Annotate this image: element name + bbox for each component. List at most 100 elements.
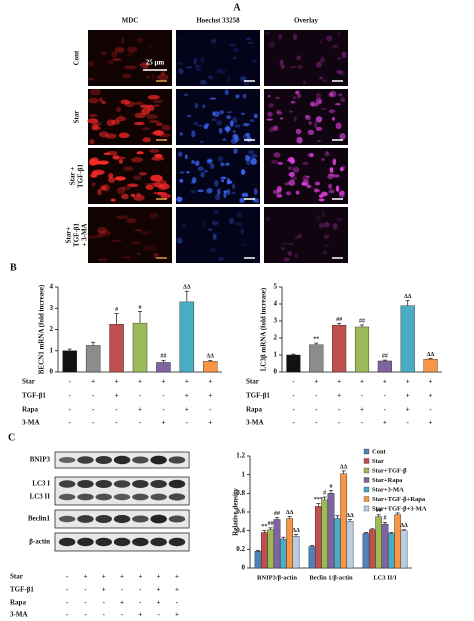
row-label: Cont xyxy=(73,50,81,65)
cell xyxy=(190,180,196,184)
legend-swatch xyxy=(363,486,370,493)
cell xyxy=(306,184,312,189)
cell xyxy=(191,160,195,164)
treatment-label: Rapa xyxy=(10,599,26,607)
treatment-sign: - xyxy=(69,378,72,386)
treatment-sign: - xyxy=(66,586,69,594)
annotation: ## xyxy=(160,354,166,360)
cell xyxy=(272,189,279,195)
blot-band xyxy=(150,455,167,465)
cell xyxy=(120,99,130,105)
annotation: ## xyxy=(359,318,365,324)
cell xyxy=(97,227,108,234)
cell xyxy=(122,73,132,79)
cell xyxy=(112,154,120,160)
annotation: ΔΔ xyxy=(400,523,408,529)
cell xyxy=(216,67,221,74)
bar xyxy=(346,521,354,569)
cell xyxy=(239,197,245,203)
cell xyxy=(100,185,107,191)
cell xyxy=(339,166,344,172)
bar xyxy=(340,473,348,569)
cell xyxy=(233,148,238,154)
cell xyxy=(186,171,190,174)
cell xyxy=(160,193,172,199)
cell xyxy=(153,104,160,108)
annotation: # xyxy=(115,307,118,313)
blot-band xyxy=(113,455,131,465)
cell xyxy=(271,160,278,164)
treatment-sign: + xyxy=(314,378,318,386)
cell xyxy=(150,73,156,80)
cell xyxy=(297,94,302,98)
blot-label: BNIP3 xyxy=(30,456,51,464)
cell xyxy=(220,179,225,183)
treatment-sign: - xyxy=(209,406,212,414)
annotation: *** xyxy=(314,497,323,503)
blot-label: LC3 II xyxy=(30,493,51,501)
cell xyxy=(136,151,144,155)
cell xyxy=(218,110,225,115)
micrograph xyxy=(176,207,260,263)
cell xyxy=(314,121,318,129)
cell xyxy=(190,190,196,194)
cell xyxy=(338,191,346,199)
bar xyxy=(62,350,77,373)
cell xyxy=(197,166,204,172)
treatment-sign: - xyxy=(66,599,69,607)
cell xyxy=(143,244,156,251)
bar xyxy=(377,360,392,373)
micrograph xyxy=(88,207,172,263)
treatment-label: 3-MA xyxy=(246,419,264,427)
cell xyxy=(91,126,101,131)
column-header: MDC xyxy=(122,17,139,25)
scale-label: 25 μm xyxy=(146,59,165,67)
cell xyxy=(319,222,324,229)
cell xyxy=(247,41,254,45)
cell xyxy=(320,56,325,63)
y-tick-label: 1.2 xyxy=(236,452,245,460)
treatment-sign: - xyxy=(315,406,318,414)
treatment-label: Rapa xyxy=(246,406,262,414)
cell xyxy=(87,236,96,239)
cell xyxy=(318,100,322,104)
cell xyxy=(315,126,323,131)
treatment-sign: - xyxy=(176,599,179,607)
treatment-sign: - xyxy=(384,392,387,400)
treatment-sign: + xyxy=(102,586,106,594)
treatment-sign: + xyxy=(208,378,212,386)
cell xyxy=(321,210,326,218)
cell xyxy=(140,61,150,69)
cell xyxy=(180,38,184,42)
cell xyxy=(290,100,295,104)
annotation: ## xyxy=(376,508,382,514)
cell xyxy=(298,233,302,239)
cell xyxy=(127,46,138,53)
cell xyxy=(182,223,187,228)
blot-band xyxy=(168,493,186,501)
cell xyxy=(246,37,252,40)
x-tick-label: Beclin 1/β-actin xyxy=(309,574,353,581)
cell xyxy=(213,209,220,214)
treatment-sign: - xyxy=(157,611,160,619)
blot-band xyxy=(150,514,167,524)
bar xyxy=(273,519,281,569)
row-label: Star xyxy=(73,111,81,124)
bar xyxy=(375,516,383,569)
cell xyxy=(222,138,227,141)
cell xyxy=(185,66,193,69)
legend-swatch xyxy=(363,496,370,502)
cell xyxy=(97,188,102,196)
cell xyxy=(234,135,239,143)
cell xyxy=(308,121,312,125)
cell xyxy=(145,184,154,190)
cell xyxy=(302,80,307,85)
cell xyxy=(118,159,123,164)
cell xyxy=(153,130,165,136)
annotation: ** xyxy=(261,524,267,530)
cell xyxy=(88,97,99,104)
treatment-sign: + xyxy=(360,406,364,414)
cell xyxy=(103,152,111,155)
treatment-sign: - xyxy=(69,392,72,400)
